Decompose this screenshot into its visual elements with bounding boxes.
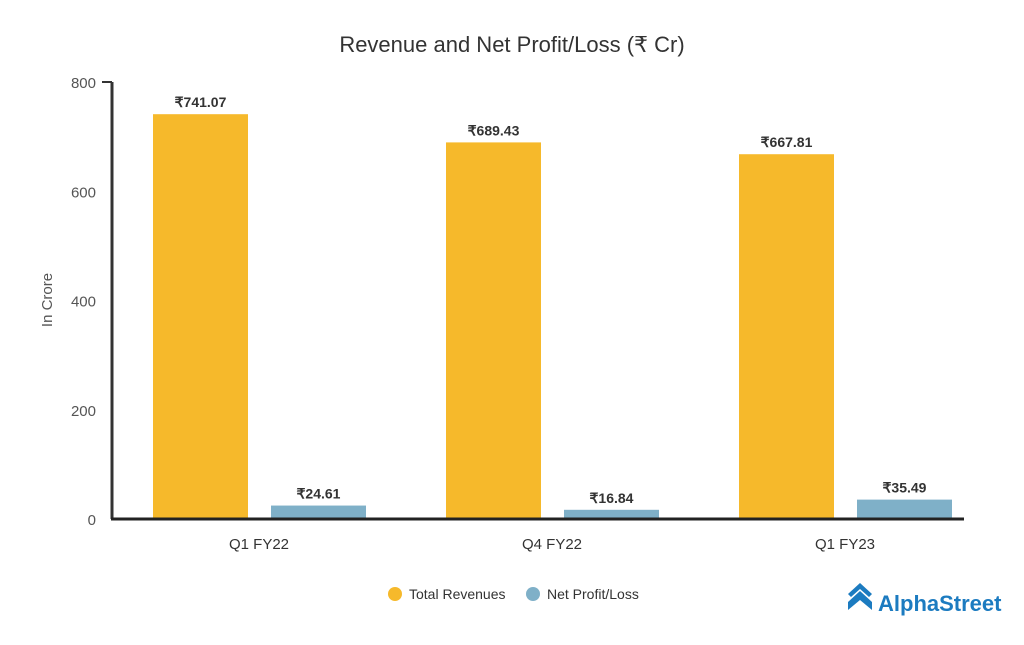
legend-label-net-profit: Net Profit/Loss: [547, 586, 639, 602]
bar-net-profit-loss: [271, 505, 366, 519]
y-axis-label: In Crore: [39, 273, 56, 327]
x-tick-label: Q1 FY23: [815, 536, 875, 553]
brand-name: AlphaStreet: [878, 591, 1002, 616]
data-label: ₹667.81: [761, 134, 813, 150]
bar-total-revenues: [153, 114, 248, 519]
data-label: ₹689.43: [468, 122, 520, 138]
y-tick-label: 800: [71, 75, 96, 92]
bar-net-profit-loss: [857, 499, 952, 519]
legend-label-total-revenues: Total Revenues: [409, 586, 506, 602]
alphastreet-logo-icon: [848, 583, 872, 610]
chart-title: Revenue and Net Profit/Loss (₹ Cr): [339, 32, 684, 57]
legend-marker-net-profit: [526, 587, 540, 601]
data-label: ₹16.84: [590, 490, 634, 506]
bar-net-profit-loss: [564, 509, 659, 519]
x-tick-label: Q4 FY22: [522, 536, 582, 553]
y-tick-label: 0: [88, 512, 96, 529]
y-tick-label: 400: [71, 294, 96, 311]
data-label: ₹24.61: [297, 486, 341, 502]
legend-marker-total-revenues: [388, 587, 402, 601]
y-tick-label: 200: [71, 403, 96, 420]
data-label: ₹741.07: [175, 94, 227, 110]
legend: Total Revenues Net Profit/Loss: [388, 586, 639, 602]
x-tick-label: Q1 FY22: [229, 536, 289, 553]
bar-total-revenues: [446, 142, 541, 519]
y-tick-label: 600: [71, 184, 96, 201]
alphastreet-logo: AlphaStreet: [848, 583, 1002, 616]
bar-total-revenues: [739, 154, 834, 519]
data-label: ₹35.49: [883, 480, 927, 496]
